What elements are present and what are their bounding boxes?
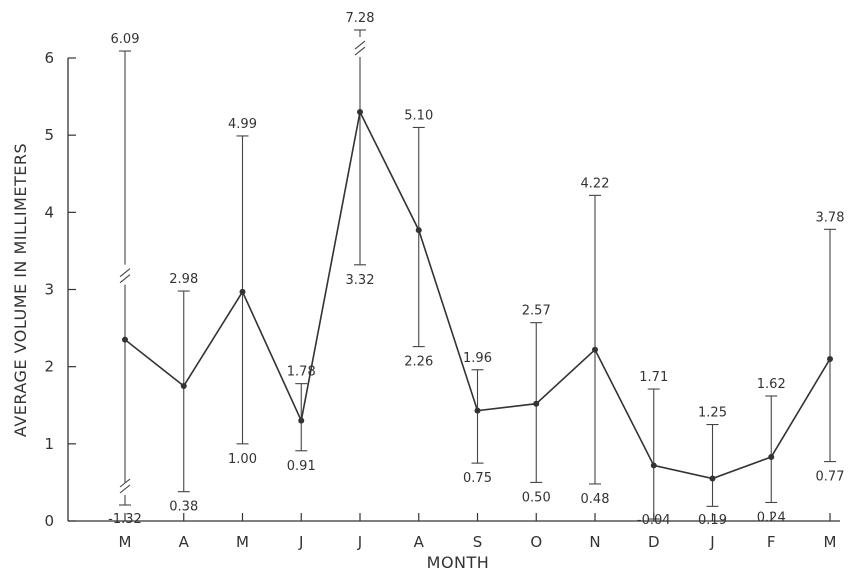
- x-tick-label: M: [119, 533, 132, 551]
- x-tick-label: S: [473, 533, 483, 551]
- data-labels: -1.32 6.09 0.38 2.98 1.00 4.99 0.91 1.78 3.32 7.2…: [108, 11, 844, 528]
- lower-value-label: 0.75: [463, 471, 492, 486]
- x-tick-label: O: [530, 533, 542, 551]
- x-tick-label: J: [709, 533, 714, 551]
- lower-value-label: 0.77: [816, 470, 845, 485]
- x-tick-label: A: [414, 533, 425, 551]
- data-point: [650, 462, 657, 469]
- y-axis-ticks: 0 1 2 3 4 5 6: [44, 49, 76, 530]
- x-tick-label: A: [179, 533, 190, 551]
- lower-value-label: 0.50: [522, 490, 551, 505]
- x-axis-label: MONTH: [427, 553, 490, 572]
- axis-break-mark: [354, 40, 366, 50]
- y-tick-label: 1: [44, 435, 54, 453]
- data-point: [298, 417, 305, 424]
- upper-value-label: 6.09: [111, 32, 140, 47]
- data-point: [827, 355, 833, 362]
- data-point: [533, 400, 540, 407]
- lower-value-label: 0.38: [169, 500, 198, 515]
- data-point: [415, 227, 422, 234]
- upper-value-label: 1.96: [463, 351, 492, 366]
- upper-value-label: 1.78: [287, 365, 316, 380]
- upper-value-label: 2.57: [522, 304, 551, 319]
- y-tick-label: 3: [44, 281, 54, 299]
- upper-value-label: 3.78: [816, 210, 845, 225]
- upper-value-label: 1.25: [698, 406, 727, 421]
- lower-value-label: 0.48: [581, 492, 610, 507]
- data-point: [122, 336, 128, 343]
- x-tick-label: J: [357, 533, 362, 551]
- axis-break-mark: [119, 484, 131, 494]
- data-point: [474, 407, 481, 414]
- lower-value-label: -1.32: [108, 512, 142, 527]
- lower-value-label: -0.04: [637, 513, 671, 528]
- data-point: [357, 109, 363, 116]
- error-bars: [119, 29, 836, 520]
- x-tick-label: N: [589, 533, 600, 551]
- y-tick-label: 4: [44, 203, 54, 221]
- axis-break-mark: [119, 268, 131, 278]
- data-point: [592, 346, 598, 353]
- series: [122, 109, 833, 482]
- upper-value-label: 5.10: [404, 108, 433, 123]
- lower-value-label: 2.26: [404, 355, 433, 370]
- upper-value-label: 4.22: [581, 176, 610, 191]
- x-tick-label: F: [767, 533, 776, 551]
- lower-value-label: 0.91: [287, 459, 316, 474]
- y-tick-label: 2: [44, 358, 54, 376]
- lower-value-label: 1.00: [228, 452, 257, 467]
- data-point: [180, 382, 187, 389]
- upper-value-label: 2.98: [169, 272, 198, 287]
- lower-value-label: 3.32: [346, 273, 375, 288]
- y-tick-label: 5: [44, 126, 54, 144]
- axis-break-mark: [119, 274, 131, 284]
- data-point: [768, 453, 775, 460]
- y-tick-label: 0: [44, 512, 54, 530]
- y-tick-label: 6: [44, 49, 54, 67]
- upper-value-label: 1.71: [639, 370, 668, 385]
- axis-break-mark: [119, 478, 131, 488]
- axis-break-mark: [354, 46, 366, 56]
- x-tick-label: M: [236, 533, 249, 551]
- lower-value-label: 0.19: [698, 513, 727, 528]
- y-axis-label: AVERAGE VOLUME IN MILLIMETERS: [11, 143, 30, 437]
- upper-value-label: 1.62: [757, 377, 786, 392]
- data-point: [239, 288, 246, 295]
- lower-value-label: 0.24: [757, 510, 786, 525]
- x-tick-label: D: [648, 533, 660, 551]
- upper-value-label: 4.99: [228, 117, 257, 132]
- x-tick-label: M: [824, 533, 837, 551]
- x-tick-label: J: [298, 533, 303, 551]
- upper-value-label: 7.28: [346, 11, 375, 26]
- data-point: [709, 475, 716, 482]
